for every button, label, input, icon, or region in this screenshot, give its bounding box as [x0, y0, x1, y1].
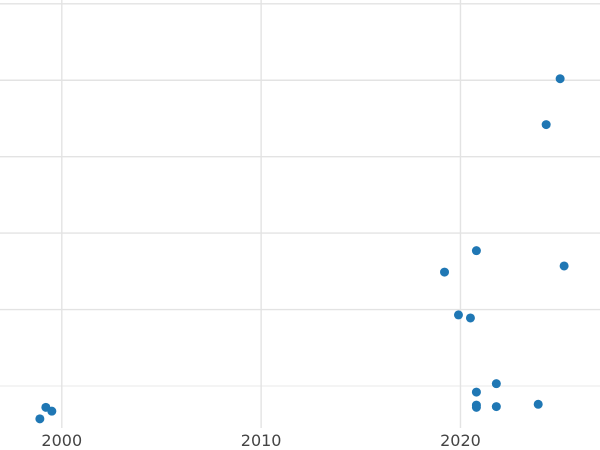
- data-point: [491, 402, 501, 412]
- data-point: [533, 399, 543, 409]
- data-point: [471, 387, 481, 397]
- data-point: [35, 414, 45, 424]
- data-point: [471, 246, 481, 256]
- data-point: [491, 379, 501, 389]
- data-point: [47, 406, 57, 416]
- x-tick-label: 2020: [440, 431, 481, 450]
- data-point: [559, 261, 569, 271]
- data-point: [555, 74, 565, 84]
- x-tick-labels: 2000 2010 2020: [41, 431, 480, 450]
- x-tick-label: 2010: [241, 431, 282, 450]
- x-gridlines: [61, 0, 462, 428]
- data-point: [453, 310, 463, 320]
- y-gridlines: [0, 3, 600, 387]
- x-tick-label: 2000: [41, 431, 82, 450]
- data-point: [440, 267, 450, 277]
- data-points: [35, 74, 569, 424]
- data-point: [471, 402, 481, 412]
- data-point: [541, 120, 551, 130]
- data-point: [465, 313, 475, 323]
